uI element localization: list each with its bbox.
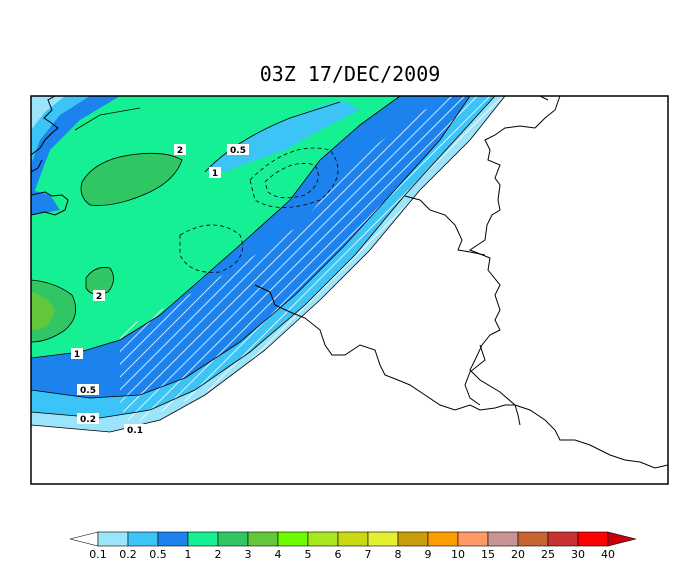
colorbar-tick-label: 3: [245, 548, 252, 561]
contour-label-1-top: 1: [212, 169, 218, 179]
colorbar-tick-label: 6: [335, 548, 342, 561]
colorbar-swatch: [247, 531, 279, 547]
colorbar-tick-label: 15: [481, 548, 495, 561]
label-bg: [227, 144, 249, 155]
dashed-contours: [179, 147, 339, 273]
colorbar-max-arrow: [607, 531, 637, 547]
colorbar-swatch: [547, 531, 579, 547]
label-bg: [77, 384, 99, 395]
colorbar-tick-label: 10: [451, 548, 465, 561]
label-bg: [124, 424, 146, 435]
colorbar-swatch: [457, 531, 489, 547]
colorbar-tick-label: 9: [425, 548, 432, 561]
colorbar-swatch: [217, 531, 249, 547]
contour-fill-2-small: [86, 267, 114, 295]
label-bg: [71, 348, 83, 359]
contour-label-01-low: 0.1: [127, 426, 143, 436]
contour-fill-3: [31, 292, 55, 330]
contour-label-05-top: 0.5: [230, 146, 246, 156]
colorbar-swatch: [577, 531, 609, 547]
contour-label-2-left: 2: [96, 292, 102, 302]
colorbar-tick-label: 25: [541, 548, 555, 561]
map-area: 2 0.5 1 2 1 0.5 0.2 0.1: [31, 96, 668, 484]
map-frame: [30, 95, 669, 485]
map-title: 03Z 17/DEC/2009: [259, 62, 441, 86]
contour-fill-coast-0.1: [31, 96, 65, 130]
colorbar-min-arrow: [69, 531, 99, 547]
colorbar-tick-label: 2: [215, 548, 222, 561]
colorbar-tick-label: 7: [365, 548, 372, 561]
colorbar-tick-label: 20: [511, 548, 525, 561]
colorbar-tick-label: 40: [601, 548, 615, 561]
contour-fill-0.2-pocket: [250, 100, 355, 140]
contour-label-2-top: 2: [177, 146, 183, 156]
contour-labels: 2 0.5 1 2 1 0.5 0.2 0.1: [71, 144, 249, 436]
colorbar: 0.1 0.2 0.5 1 2 3 4 5 6 7 8 9 10 15 20 25 30 40: [69, 531, 637, 561]
colorbar-tick-label: 1: [185, 548, 192, 561]
contour-label-02-low: 0.2: [80, 415, 96, 425]
label-bg: [209, 167, 221, 178]
colorbar-swatch: [127, 531, 159, 547]
label-bg: [174, 144, 186, 155]
colorbar-swatch: [517, 531, 549, 547]
colorbar-tick-label: 0.1: [89, 548, 107, 561]
colorbar-swatch: [277, 531, 309, 547]
country-borders: [31, 96, 668, 469]
colorbar-swatch: [427, 531, 459, 547]
colorbar-tick-label: 30: [571, 548, 585, 561]
contour-fill-2-top: [81, 153, 182, 206]
label-bg: [93, 290, 105, 301]
contour-label-05-low: 0.5: [80, 386, 96, 396]
colorbar-tick-label: 0.2: [119, 548, 137, 561]
colorbar-swatch: [157, 531, 189, 547]
colorbar-tick-label: 0.5: [149, 548, 167, 561]
colorbar-swatch: [307, 531, 339, 547]
colorbar-swatch: [397, 531, 429, 547]
colorbar-swatch: [487, 531, 519, 547]
colorbar-tick-label: 8: [395, 548, 402, 561]
contour-label-1-left: 1: [74, 350, 80, 360]
contour-fill-coast-light: [31, 96, 90, 165]
colorbar-swatch: [367, 531, 399, 547]
colorbar-swatch: [187, 531, 219, 547]
colorbar-tick-label: 5: [305, 548, 312, 561]
label-bg: [77, 413, 99, 424]
colorbar-swatch: [97, 531, 129, 547]
colorbar-tick-label: 4: [275, 548, 282, 561]
hatched-region: [120, 96, 510, 425]
colorbar-swatch: [337, 531, 369, 547]
contour-fill-left-edge: [31, 190, 60, 215]
